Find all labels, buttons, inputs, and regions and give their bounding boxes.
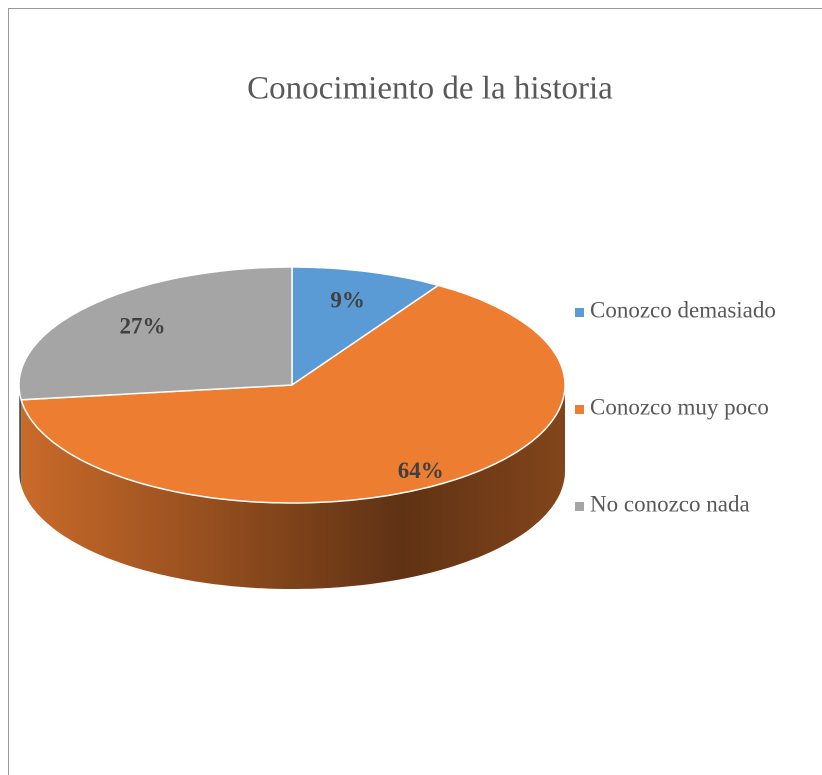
data-label: 64% <box>398 458 444 483</box>
slice <box>291 266 441 387</box>
data-label: 27% <box>120 313 166 338</box>
legend-marker <box>575 502 584 511</box>
chart-border <box>8 8 822 775</box>
chart-title: Conocimiento de la historia <box>247 71 613 107</box>
slice <box>20 284 566 504</box>
legend-marker <box>575 308 584 317</box>
legend-label: Conozco muy poco <box>590 394 769 419</box>
slice <box>18 266 293 401</box>
legend-marker <box>575 405 584 414</box>
legend-label: Conozco demasiado <box>590 297 776 322</box>
data-label: 9% <box>330 288 365 313</box>
side-shade <box>21 385 565 589</box>
side-shade <box>19 385 22 486</box>
legend-label: No conozco nada <box>590 491 750 516</box>
